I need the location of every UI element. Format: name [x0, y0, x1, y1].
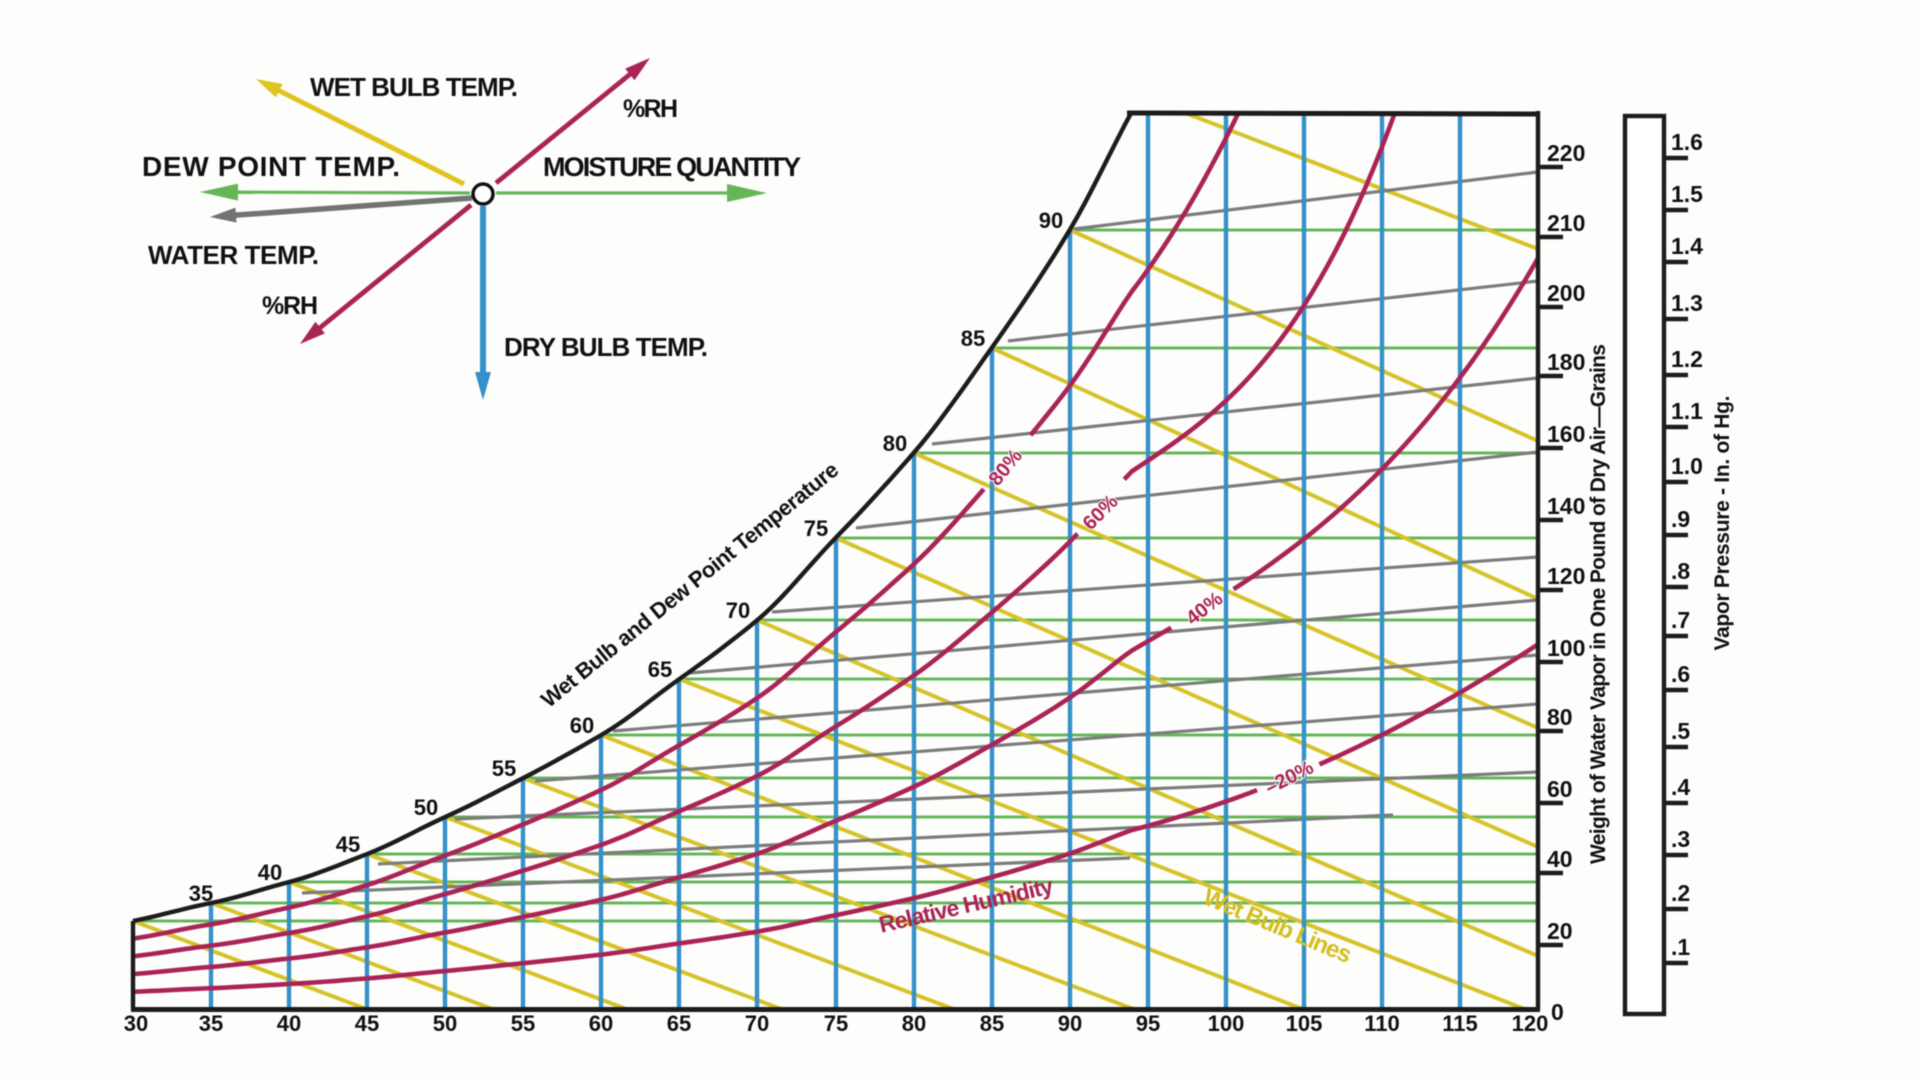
- svg-text:210: 210: [1547, 210, 1585, 236]
- svg-text:100: 100: [1208, 1011, 1245, 1036]
- svg-text:40: 40: [277, 1011, 301, 1036]
- svg-text:WATER TEMP.: WATER TEMP.: [148, 240, 319, 270]
- svg-text:70: 70: [745, 1011, 769, 1036]
- svg-text:120: 120: [1547, 563, 1585, 589]
- svg-text:95: 95: [1136, 1011, 1160, 1036]
- svg-text:45: 45: [355, 1011, 379, 1036]
- svg-text:140: 140: [1547, 493, 1585, 519]
- svg-text:.4: .4: [1671, 774, 1690, 800]
- svg-text:20: 20: [1547, 918, 1573, 944]
- svg-text:65: 65: [648, 657, 672, 682]
- svg-text:40: 40: [1547, 846, 1573, 872]
- svg-text:70: 70: [726, 598, 750, 623]
- svg-text:100: 100: [1547, 635, 1585, 661]
- svg-text:%RH: %RH: [623, 95, 678, 123]
- svg-text:Vapor Pressure - In. of Hg.: Vapor Pressure - In. of Hg.: [1711, 396, 1734, 651]
- svg-text:85: 85: [980, 1011, 1004, 1036]
- svg-text:105: 105: [1286, 1011, 1323, 1036]
- svg-text:%RH: %RH: [262, 292, 318, 320]
- svg-text:35: 35: [189, 881, 213, 906]
- svg-text:60: 60: [1547, 776, 1573, 802]
- svg-text:55: 55: [511, 1011, 535, 1036]
- svg-text:80: 80: [1547, 704, 1573, 730]
- svg-text:30: 30: [124, 1011, 148, 1036]
- svg-text:120: 120: [1512, 1011, 1549, 1036]
- svg-text:180: 180: [1547, 349, 1585, 375]
- svg-text:220: 220: [1547, 140, 1585, 166]
- svg-text:MOISTURE QUANTITY: MOISTURE QUANTITY: [543, 152, 801, 182]
- svg-text:115: 115: [1442, 1011, 1478, 1036]
- svg-text:DRY BULB TEMP.: DRY BULB TEMP.: [504, 332, 708, 362]
- svg-text:.9: .9: [1671, 506, 1690, 532]
- svg-text:75: 75: [804, 516, 828, 541]
- svg-text:.7: .7: [1671, 607, 1690, 633]
- svg-text:.8: .8: [1671, 558, 1690, 584]
- svg-text:50: 50: [433, 1011, 457, 1036]
- svg-text:45: 45: [336, 832, 360, 857]
- svg-text:65: 65: [667, 1011, 691, 1036]
- svg-text:80: 80: [902, 1011, 926, 1036]
- svg-text:1.4: 1.4: [1671, 233, 1703, 259]
- svg-text:WET BULB TEMP.: WET BULB TEMP.: [310, 72, 518, 102]
- svg-text:60: 60: [589, 1011, 613, 1036]
- svg-text:Weight of Water Vapor in One P: Weight of Water Vapor in One Pound of Dr…: [1587, 344, 1610, 864]
- svg-text:35: 35: [199, 1011, 223, 1036]
- svg-text:1.2: 1.2: [1671, 346, 1703, 372]
- svg-text:.2: .2: [1671, 880, 1690, 906]
- svg-text:.6: .6: [1671, 661, 1690, 687]
- svg-text:.3: .3: [1671, 826, 1690, 852]
- svg-text:110: 110: [1364, 1011, 1400, 1036]
- svg-text:0: 0: [1551, 999, 1564, 1025]
- svg-text:.1: .1: [1671, 934, 1690, 960]
- svg-text:1.0: 1.0: [1671, 453, 1703, 479]
- svg-text:160: 160: [1547, 421, 1585, 447]
- svg-text:90: 90: [1039, 208, 1063, 233]
- svg-text:200: 200: [1547, 280, 1585, 306]
- svg-text:1.5: 1.5: [1671, 181, 1703, 207]
- svg-text:DEW POINT TEMP.: DEW POINT TEMP.: [142, 151, 400, 182]
- svg-text:60: 60: [570, 713, 594, 738]
- svg-text:55: 55: [492, 756, 516, 781]
- svg-text:80: 80: [883, 431, 907, 456]
- svg-text:1.6: 1.6: [1671, 129, 1703, 155]
- svg-text:1.3: 1.3: [1671, 290, 1703, 316]
- svg-text:1.1: 1.1: [1671, 398, 1703, 424]
- svg-text:50: 50: [414, 795, 438, 820]
- svg-text:75: 75: [824, 1011, 848, 1036]
- svg-text:.5: .5: [1671, 718, 1690, 744]
- svg-text:40: 40: [258, 860, 282, 885]
- svg-text:85: 85: [961, 326, 985, 351]
- svg-text:90: 90: [1058, 1011, 1082, 1036]
